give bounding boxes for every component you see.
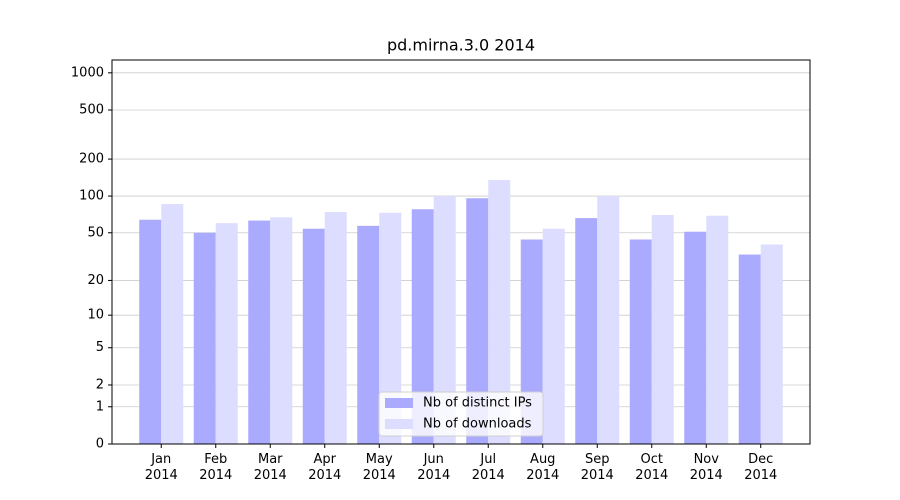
x-tick-label: Feb 2014 [199, 452, 233, 483]
y-tick-label: 2 [96, 377, 104, 392]
x-tick-label: Dec 2014 [744, 452, 778, 483]
bar [248, 220, 271, 444]
y-tick-label: 1 [96, 399, 104, 414]
legend-label: Nb of downloads [423, 417, 532, 432]
bar [684, 231, 707, 444]
x-tick-label: Sep 2014 [580, 452, 614, 483]
x-tick-label: May 2014 [362, 452, 396, 483]
legend-label: Nb of distinct IPs [423, 396, 532, 411]
bar [215, 223, 238, 444]
bar [760, 244, 783, 444]
bar [193, 232, 216, 444]
x-tick-label: Aug 2014 [526, 452, 560, 483]
bar [488, 180, 511, 445]
bar [542, 228, 565, 444]
legend-box [378, 391, 544, 437]
bar [161, 204, 184, 444]
y-tick-label: 10 [87, 308, 104, 323]
x-tick-label: Mar 2014 [253, 452, 287, 483]
bar [324, 212, 347, 444]
y-tick-label: 500 [79, 103, 104, 118]
x-tick-label: Oct 2014 [635, 452, 669, 483]
x-tick-label: Apr 2014 [308, 452, 342, 483]
bar [270, 217, 293, 444]
bar [139, 219, 162, 444]
y-tick-label: 0 [96, 437, 104, 452]
bar [738, 254, 761, 444]
bar [411, 209, 434, 444]
bar [629, 239, 652, 444]
plot-frame [111, 59, 811, 445]
legend-swatch [385, 398, 413, 408]
chart-title: pd.mirna.3.0 2014 [387, 36, 535, 55]
x-tick-label: Jun 2014 [417, 452, 451, 483]
bar [379, 212, 402, 444]
bar [706, 215, 729, 444]
bar [357, 225, 380, 444]
legend-swatch [385, 419, 413, 429]
x-tick-label: Nov 2014 [689, 452, 723, 483]
y-tick-label: 20 [87, 273, 104, 288]
y-tick-label: 5 [96, 340, 104, 355]
legend: Nb of distinct IPs Nb of downloads [378, 391, 544, 437]
y-tick-label: 50 [87, 225, 104, 240]
bar [597, 196, 620, 444]
bar [466, 198, 489, 444]
bar [433, 196, 456, 444]
y-tick-label: 200 [79, 152, 104, 167]
x-tick-label: Jul 2014 [471, 452, 505, 483]
bar [575, 218, 598, 444]
bar [651, 214, 674, 444]
y-tick-label: 100 [79, 189, 104, 204]
bar [302, 228, 325, 444]
x-tick-label: Jan 2014 [144, 452, 178, 483]
y-tick-label: 1000 [71, 65, 104, 80]
